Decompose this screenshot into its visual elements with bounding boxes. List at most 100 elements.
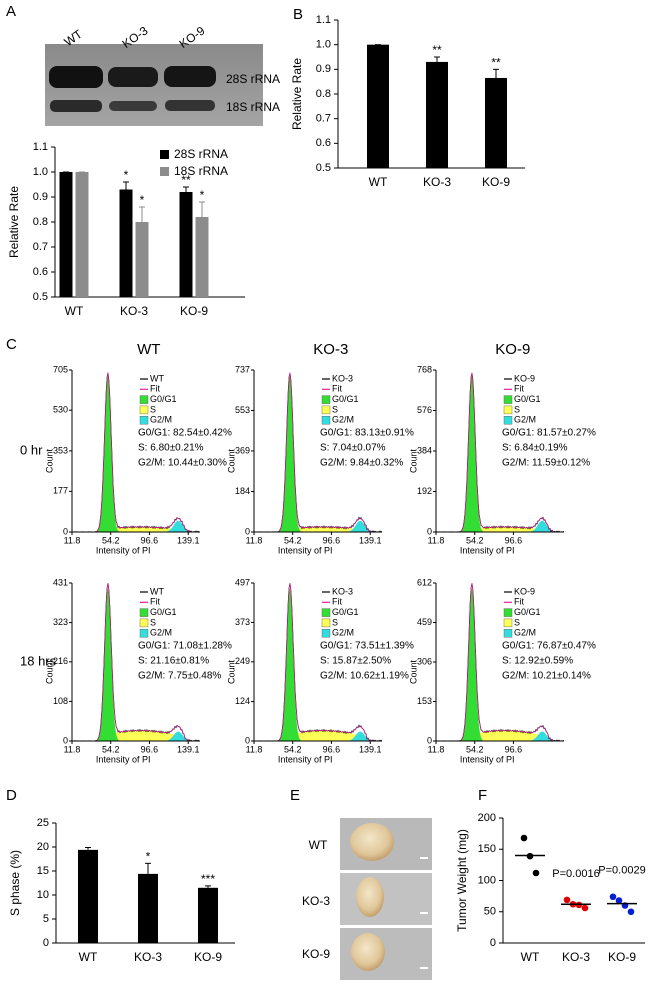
bar [119,189,133,297]
y-tick-label: 768 [417,364,432,374]
stat-text: S: 15.87±2.50% [320,656,391,667]
stat-text: G2/M: 10.21±0.14% [502,671,591,682]
data-point [520,834,528,842]
x-axis-label: Intensity of PI [460,754,515,764]
panel-label: B [293,6,303,23]
y-axis-label: Count [44,660,54,685]
y-tick-label: 705 [53,364,68,374]
y-axis-label: Tumor Weight (mg) [455,829,469,932]
y-tick-label: 353 [53,445,68,455]
y-tick-label: 0.8 [316,88,331,100]
x-tick-label: KO-9 [482,175,510,189]
legend-label: 28S rRNA [174,147,228,161]
y-tick-label: 1.0 [316,39,331,51]
y-tick-label: 306 [417,656,432,666]
y-tick-label: 177 [53,486,68,496]
y-tick-label: 200 [478,812,496,824]
y-tick-label: 216 [53,656,68,666]
y-tick-label: 153 [417,696,432,706]
bar [179,192,193,297]
y-axis-label: Count [226,660,236,685]
y-tick-label: 431 [53,577,68,587]
x-tick-label: 11.8 [64,535,81,545]
area-s [72,526,200,532]
tumor-label: WT [309,838,328,852]
stat-text: G0/G1: 82.54±0.42% [138,428,232,439]
y-axis-label: Count [408,660,418,685]
y-tick-label: 0.9 [316,63,331,75]
y-tick-label: 553 [235,405,250,415]
legend-label: G0/G1 [514,607,541,617]
stat-text: S: 6.84±0.19% [502,443,568,454]
bar [367,44,389,168]
data-point [609,893,617,901]
tumor-label: KO-3 [302,894,330,908]
panel-label: F [478,787,487,804]
y-tick-label: 0 [245,735,250,745]
stat-text: G2/M: 7.75±0.48% [138,671,221,682]
stat-text: G0/G1: 71.08±1.28% [138,641,232,652]
bar [198,887,218,943]
x-tick-label: 54.2 [466,535,484,545]
data-point [532,869,540,877]
x-tick-label: KO-3 [423,175,451,189]
stat-text: G0/G1: 81.57±0.27% [502,428,596,439]
area-g0g1 [254,375,382,532]
y-tick-label: 0 [427,735,432,745]
x-tick-label: 54.2 [466,744,484,754]
y-tick-label: 384 [417,445,432,455]
stat-text: S: 12.92±0.59% [502,656,573,667]
legend-label: Fit [150,384,160,394]
x-tick-label: 11.8 [428,744,445,754]
x-tick-label: WT [79,950,98,964]
legend-label: KO-9 [514,373,535,383]
significance-label: *** [201,872,215,886]
x-tick-label: 139.1 [177,535,200,545]
y-tick-label: 0 [63,526,68,536]
x-tick-label: 54.2 [284,535,302,545]
y-tick-label: 184 [235,486,250,496]
y-tick-label: 108 [53,696,68,706]
row-title: 18 hrs [20,653,57,668]
area-s [436,526,564,532]
stat-text: G2/M: 10.44±0.30% [138,458,227,469]
y-tick-label: 15 [37,865,49,877]
x-tick-label: 11.8 [64,744,81,754]
y-tick-label: 192 [417,486,432,496]
area-s [72,730,200,741]
legend-label: G2/M [514,415,536,425]
y-tick-label: 1.1 [316,14,331,26]
y-tick-label: 0.6 [316,137,331,149]
y-tick-label: 0 [490,937,496,949]
legend-label: 18S rRNA [174,164,228,178]
y-tick-label: 497 [235,577,250,587]
y-tick-label: 10 [37,889,49,901]
data-point [563,896,571,904]
data-point [627,908,635,916]
x-axis-label: Intensity of PI [278,754,333,764]
y-tick-label: 530 [53,405,68,415]
area-g0g1 [72,587,200,741]
x-tick-label: 11.8 [428,535,445,545]
bar [426,61,448,168]
y-tick-label: 0.7 [316,113,331,125]
legend-swatch [503,395,513,404]
legend-label: G2/M [514,628,536,638]
legend-label: S [332,617,338,627]
x-tick-label: 96.6 [141,744,159,754]
row-title: 0 hr [20,442,43,457]
y-axis-label: Relative Rate [7,186,21,258]
significance-label: * [200,188,205,202]
stat-text: G2/M: 9.84±0.32% [320,458,403,469]
column-title: WT [137,341,160,358]
stat-text: G0/G1: 73.51±1.39% [320,641,414,652]
bar [485,77,507,168]
x-tick-label: KO-3 [120,304,148,318]
band-label: 28S rRNA [226,72,280,86]
legend-swatch [139,416,149,425]
x-tick-label: 139.1 [177,744,200,754]
y-tick-label: 459 [417,617,432,627]
tumor-photos [340,818,432,980]
legend-label: Fit [332,597,342,607]
